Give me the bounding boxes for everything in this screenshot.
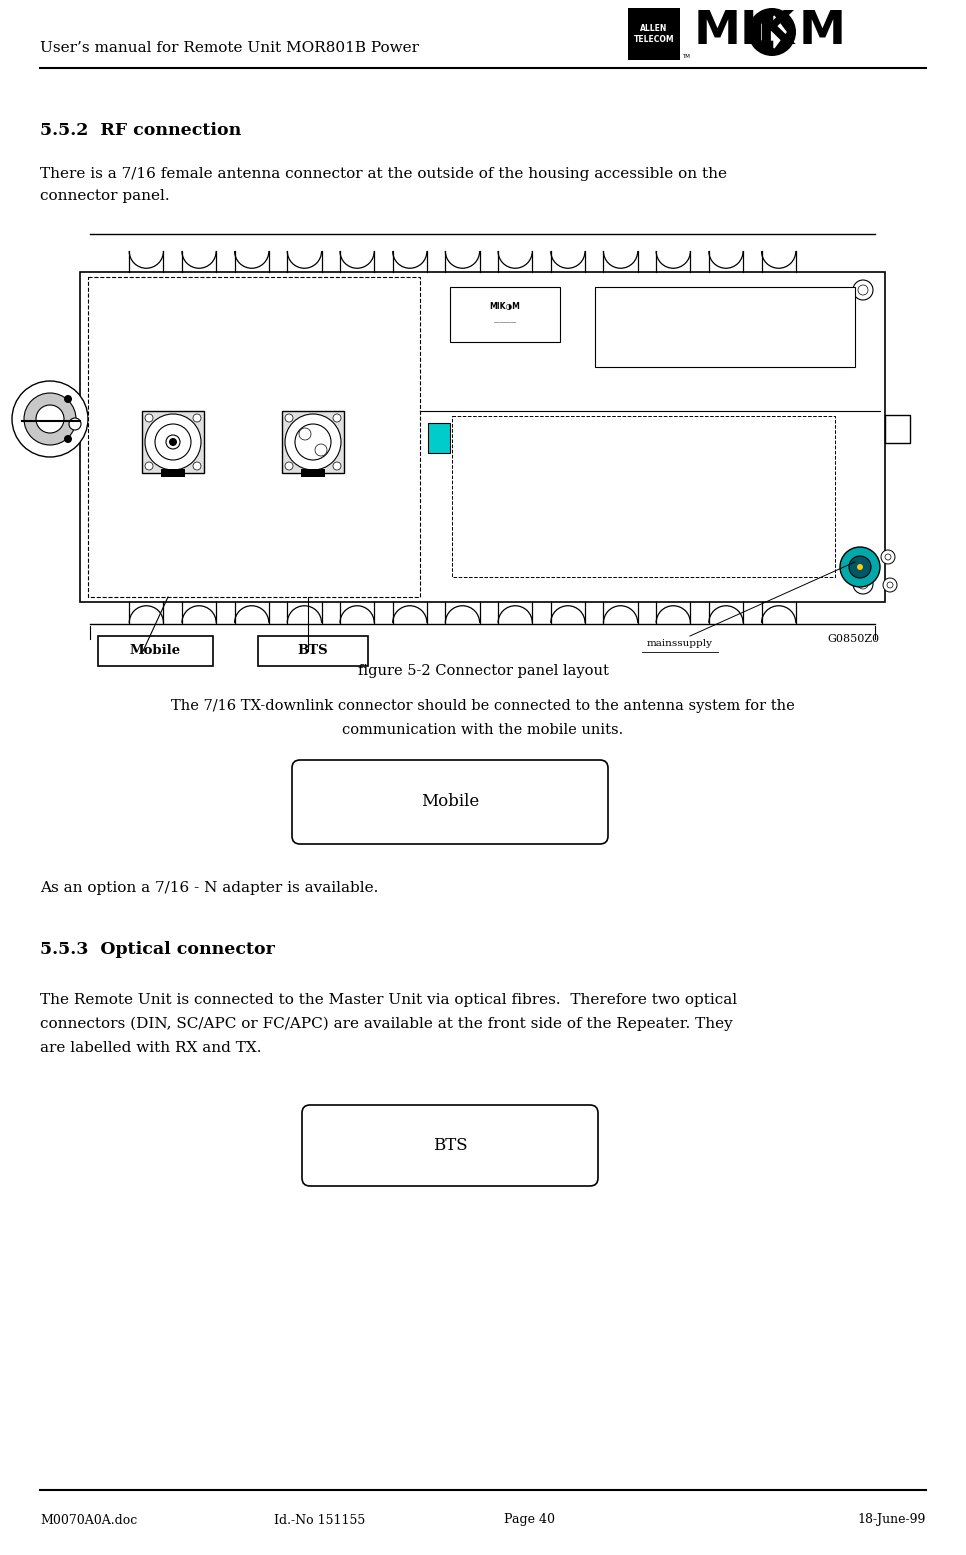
Bar <box>98 636 213 666</box>
Circle shape <box>849 557 871 578</box>
Text: Id.-No 151155: Id.-No 151155 <box>274 1513 365 1527</box>
Bar <box>452 417 835 577</box>
Text: M: M <box>799 9 846 54</box>
Circle shape <box>885 554 891 560</box>
Text: Mobile: Mobile <box>130 644 181 658</box>
Text: ――――: ―――― <box>494 320 516 325</box>
Text: G0850Z0: G0850Z0 <box>828 634 880 644</box>
Circle shape <box>193 462 201 470</box>
Text: ALLEN
TELECOM: ALLEN TELECOM <box>634 25 674 44</box>
Circle shape <box>12 381 88 457</box>
Circle shape <box>285 414 341 470</box>
Circle shape <box>24 393 76 445</box>
Text: MIK◑M: MIK◑M <box>490 302 521 311</box>
Circle shape <box>285 414 293 421</box>
Text: figure 5-2 Connector panel layout: figure 5-2 Connector panel layout <box>357 664 609 678</box>
Circle shape <box>145 462 153 470</box>
Circle shape <box>333 462 341 470</box>
Text: are labelled with RX and TX.: are labelled with RX and TX. <box>40 1040 262 1054</box>
Circle shape <box>166 435 180 449</box>
Circle shape <box>858 285 868 295</box>
Text: TM: TM <box>682 53 690 59</box>
Text: The 7/16 TX-downlink connector should be connected to the antenna system for the: The 7/16 TX-downlink connector should be… <box>171 700 795 714</box>
Circle shape <box>193 414 201 421</box>
Circle shape <box>97 578 107 589</box>
Circle shape <box>883 578 897 592</box>
Circle shape <box>857 564 863 571</box>
Text: M0070A0A.doc: M0070A0A.doc <box>40 1513 137 1527</box>
Circle shape <box>299 428 311 440</box>
Text: The Remote Unit is connected to the Master Unit via optical fibres.  Therefore t: The Remote Unit is connected to the Mast… <box>40 994 737 1008</box>
Circle shape <box>840 547 880 586</box>
Bar <box>885 415 910 443</box>
Circle shape <box>169 439 177 446</box>
Circle shape <box>97 285 107 295</box>
Circle shape <box>295 425 331 460</box>
Circle shape <box>748 8 796 56</box>
Circle shape <box>145 414 153 421</box>
Circle shape <box>881 550 895 564</box>
Circle shape <box>333 414 341 421</box>
Text: 18-June-99: 18-June-99 <box>858 1513 926 1527</box>
Bar <box>595 288 855 367</box>
Polygon shape <box>762 16 786 48</box>
FancyBboxPatch shape <box>302 1106 598 1186</box>
Circle shape <box>92 574 112 594</box>
Circle shape <box>69 418 81 431</box>
Text: User’s manual for Remote Unit MOR801B Power: User’s manual for Remote Unit MOR801B Po… <box>40 40 419 54</box>
Bar <box>450 288 560 342</box>
Text: BTS: BTS <box>298 644 328 658</box>
Bar <box>428 423 450 454</box>
Circle shape <box>36 404 64 432</box>
Bar <box>142 411 204 473</box>
Bar <box>88 277 420 597</box>
Text: Page 40: Page 40 <box>504 1513 555 1527</box>
Circle shape <box>285 462 293 470</box>
Bar <box>628 8 680 61</box>
Text: connector panel.: connector panel. <box>40 190 170 204</box>
Bar <box>161 470 185 477</box>
Text: There is a 7/16 female antenna connector at the outside of the housing accessibl: There is a 7/16 female antenna connector… <box>40 166 727 180</box>
Text: connectors (DIN, SC/APC or FC/APC) are available at the front side of the Repeat: connectors (DIN, SC/APC or FC/APC) are a… <box>40 1017 733 1031</box>
Circle shape <box>853 280 873 300</box>
FancyBboxPatch shape <box>292 760 608 844</box>
Circle shape <box>145 414 201 470</box>
Circle shape <box>858 578 868 589</box>
Text: MIK: MIK <box>694 9 795 54</box>
Bar <box>258 636 368 666</box>
Text: 5.5.2  RF connection: 5.5.2 RF connection <box>40 121 242 138</box>
Circle shape <box>92 280 112 300</box>
Circle shape <box>315 445 327 456</box>
Circle shape <box>155 425 191 460</box>
Circle shape <box>853 574 873 594</box>
Text: mainssupply: mainssupply <box>647 639 713 648</box>
Bar <box>282 411 344 473</box>
Circle shape <box>64 395 72 403</box>
Bar <box>80 272 885 602</box>
Circle shape <box>64 435 72 443</box>
Circle shape <box>887 582 893 588</box>
Bar <box>301 470 325 477</box>
Text: As an option a 7/16 - N adapter is available.: As an option a 7/16 - N adapter is avail… <box>40 882 379 896</box>
Text: Mobile: Mobile <box>421 793 479 810</box>
Text: 5.5.3  Optical connector: 5.5.3 Optical connector <box>40 941 275 958</box>
Text: BTS: BTS <box>433 1137 468 1154</box>
Text: communication with the mobile units.: communication with the mobile units. <box>342 723 624 737</box>
